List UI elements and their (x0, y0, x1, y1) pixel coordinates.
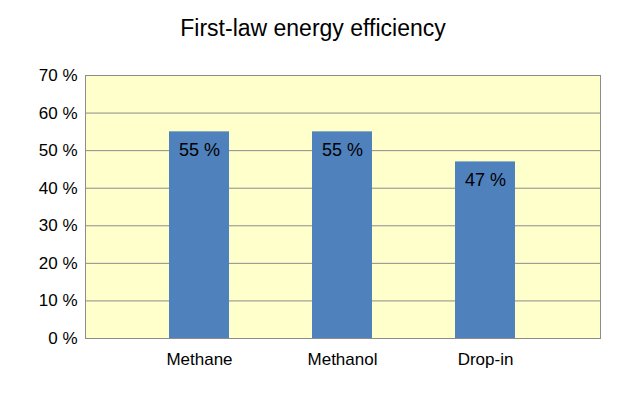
html-text:First-law energy efficiency: First-law energy efficiency (180, 15, 446, 41)
svg-text:60 %: 60 % (39, 104, 78, 123)
svg-text:47 %: 47 % (465, 170, 506, 190)
svg-text:Drop-in: Drop-in (458, 350, 514, 369)
svg-text:55 %: 55 % (179, 140, 220, 160)
svg-text:10 %: 10 % (39, 291, 78, 310)
svg-text:50 %: 50 % (39, 141, 78, 160)
svg-text:30 %: 30 % (39, 216, 78, 235)
svg-text:0 %: 0 % (48, 329, 77, 348)
svg-text:Methane: Methane (166, 350, 232, 369)
svg-text:55 %: 55 % (322, 140, 363, 160)
svg-text:70 %: 70 % (39, 66, 78, 85)
svg-text:20 %: 20 % (39, 254, 78, 273)
svg-text:Methanol: Methanol (308, 350, 378, 369)
svg-text:40 %: 40 % (39, 179, 78, 198)
